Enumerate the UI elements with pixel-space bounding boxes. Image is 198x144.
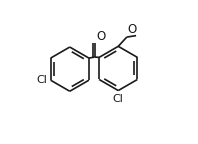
Text: O: O bbox=[97, 30, 106, 43]
Text: Cl: Cl bbox=[113, 94, 124, 104]
Text: Cl: Cl bbox=[36, 75, 47, 85]
Text: O: O bbox=[127, 23, 136, 36]
